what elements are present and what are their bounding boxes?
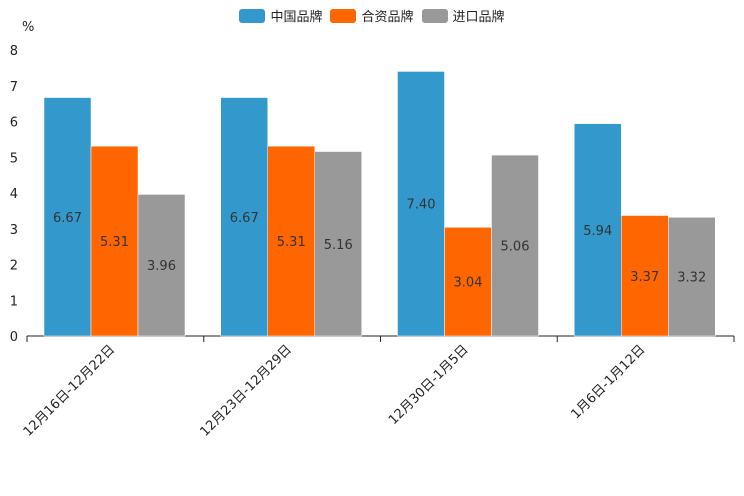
x-tick-label: 12月23日-12月29日 bbox=[197, 342, 294, 439]
data-label: 3.37 bbox=[630, 270, 659, 285]
legend-label-import-brand: 进口品牌 bbox=[452, 10, 505, 25]
y-tick-label: 5 bbox=[10, 151, 18, 166]
data-label: 5.94 bbox=[583, 224, 612, 239]
legend-swatch-china-brand bbox=[239, 8, 266, 23]
legend-swatch-joint-venture-brand bbox=[330, 8, 357, 23]
data-label: 5.31 bbox=[277, 235, 306, 250]
data-label: 3.96 bbox=[147, 259, 176, 274]
y-tick-label: 1 bbox=[10, 294, 18, 309]
data-label: 5.31 bbox=[100, 235, 129, 250]
chart-legend: 中国品牌 合资品牌 进口品牌 bbox=[0, 6, 744, 25]
bar[interactable] bbox=[314, 151, 362, 337]
legend-label-joint-venture-brand: 合资品牌 bbox=[361, 10, 414, 25]
bar[interactable] bbox=[137, 194, 186, 337]
legend-swatch-import-brand bbox=[421, 8, 448, 23]
bar[interactable] bbox=[220, 97, 268, 337]
y-tick-label: 7 bbox=[10, 80, 18, 95]
bar[interactable] bbox=[43, 97, 92, 337]
x-tick-label: 12月16日-12月22日 bbox=[21, 342, 118, 439]
data-label: 3.32 bbox=[677, 271, 706, 286]
bar[interactable] bbox=[668, 217, 716, 337]
bar[interactable] bbox=[397, 71, 445, 337]
y-tick-label: 3 bbox=[10, 223, 18, 238]
legend-label-china-brand: 中国品牌 bbox=[270, 10, 323, 25]
bar[interactable] bbox=[267, 145, 315, 337]
y-tick-label: 0 bbox=[10, 330, 18, 345]
data-label: 5.06 bbox=[501, 240, 530, 255]
legend-item-joint-venture-brand[interactable]: 合资品牌 bbox=[330, 6, 414, 25]
y-axis-unit-label: % bbox=[22, 20, 35, 35]
bar[interactable] bbox=[90, 145, 139, 337]
data-label: 7.40 bbox=[407, 198, 436, 213]
bar[interactable] bbox=[491, 154, 539, 337]
y-tick-label: 2 bbox=[10, 259, 18, 274]
data-label: 6.67 bbox=[230, 211, 259, 226]
data-label: 3.04 bbox=[454, 276, 483, 291]
legend-item-import-brand[interactable]: 进口品牌 bbox=[421, 6, 505, 25]
data-label: 5.16 bbox=[324, 238, 353, 253]
data-label: 6.67 bbox=[53, 211, 82, 226]
y-tick-label: 6 bbox=[10, 116, 18, 131]
x-tick-label: 1月6日-1月12日 bbox=[569, 342, 649, 422]
legend-item-china-brand[interactable]: 中国品牌 bbox=[239, 6, 322, 25]
y-tick-label: 8 bbox=[10, 44, 18, 59]
bar[interactable] bbox=[444, 227, 492, 337]
bar[interactable] bbox=[621, 215, 669, 337]
y-tick-label: 4 bbox=[10, 187, 18, 202]
x-tick-label: 12月30日-1月5日 bbox=[386, 342, 472, 428]
